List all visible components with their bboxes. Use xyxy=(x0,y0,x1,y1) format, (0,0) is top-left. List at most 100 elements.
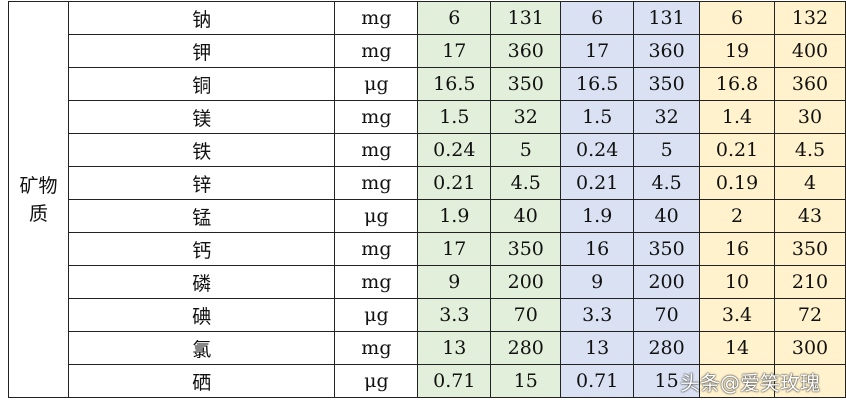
value-cell: 6 xyxy=(417,1,492,35)
value-cell: 0.21 xyxy=(417,166,492,200)
table-row: 钾 mg 17 360 17 360 19 400 xyxy=(9,34,846,68)
value-cell: 350 xyxy=(774,232,846,266)
unit-cell: mg xyxy=(334,166,419,200)
nutrient-name: 硒 xyxy=(67,364,336,398)
value-cell: 0.71 xyxy=(417,364,492,398)
table-row: 锰 μg 1.9 40 1.9 40 2 43 xyxy=(9,199,846,233)
table-row: 矿物质钠 mg 6 131 6 131 6 132 xyxy=(8,1,846,398)
value-cell: 3.3 xyxy=(560,298,635,332)
value-cell: 400 xyxy=(774,34,846,68)
table-row: 铁 mg 0.24 5 0.24 5 0.21 4.5 xyxy=(9,133,846,167)
unit-cell: μg xyxy=(334,364,419,398)
value-cell: 16.5 xyxy=(417,67,492,101)
mineral-nutrition-table: 矿物质钠 mg 6 131 6 131 6 132 钾 mg 17 360 17 360 19 400 铜 μg 1… xyxy=(8,1,846,398)
value-cell: 32 xyxy=(490,100,562,134)
unit-cell: mg xyxy=(334,1,419,35)
value-cell: 3.4 xyxy=(699,298,775,332)
nutrient-name: 铁 xyxy=(67,133,336,167)
value-cell: 360 xyxy=(633,34,701,68)
unit-cell: μg xyxy=(334,67,419,101)
value-cell: 70 xyxy=(633,298,701,332)
value-cell: 131 xyxy=(490,1,562,35)
value-cell: 19 xyxy=(699,34,775,68)
unit-cell: mg xyxy=(334,232,419,266)
value-cell: 16 xyxy=(699,232,775,266)
value-cell: 16.8 xyxy=(699,67,775,101)
table-row: 氯 mg 13 280 13 280 14 300 xyxy=(9,331,846,365)
value-cell: 9 xyxy=(417,265,492,299)
unit-cell: mg xyxy=(334,100,419,134)
value-cell: 280 xyxy=(490,331,562,365)
value-cell: 13 xyxy=(417,331,492,365)
value-cell: 40 xyxy=(490,199,562,233)
unit-cell: μg xyxy=(334,199,419,233)
value-cell: 360 xyxy=(774,67,846,101)
table-row: 碘 μg 3.3 70 3.3 70 3.4 72 xyxy=(9,298,846,332)
nutrient-name: 锌 xyxy=(67,166,336,200)
value-cell: 0.24 xyxy=(560,133,635,167)
nutrient-name: 磷 xyxy=(67,265,336,299)
table-row: 磷 mg 9 200 9 200 10 210 xyxy=(9,265,846,299)
value-cell: 17 xyxy=(417,34,492,68)
unit-cell: mg xyxy=(334,331,419,365)
value-cell: 0.21 xyxy=(560,166,635,200)
value-cell: 4.5 xyxy=(633,166,701,200)
value-cell: 40 xyxy=(633,199,701,233)
value-cell: 6 xyxy=(560,1,635,35)
value-cell: 16 xyxy=(560,232,635,266)
nutrient-name: 锰 xyxy=(67,199,336,233)
value-cell: 300 xyxy=(774,331,846,365)
nutrient-name: 碘 xyxy=(67,298,336,332)
value-cell: 200 xyxy=(490,265,562,299)
table-row: 锌 mg 0.21 4.5 0.21 4.5 0.19 4 xyxy=(9,166,846,200)
value-cell: 4.5 xyxy=(490,166,562,200)
value-cell: 17 xyxy=(417,232,492,266)
table-row: 硒 μg 0.71 15 0.71 15 xyxy=(9,364,846,398)
table-row: 钙 mg 17 350 16 350 16 350 xyxy=(9,232,846,266)
value-cell: 43 xyxy=(774,199,846,233)
value-cell: 5 xyxy=(633,133,701,167)
nutrient-name: 钠 xyxy=(67,1,336,35)
value-cell: 5 xyxy=(490,133,562,167)
value-cell: 14 xyxy=(699,331,775,365)
value-cell: 10 xyxy=(699,265,775,299)
value-cell: 280 xyxy=(633,331,701,365)
value-cell: 2 xyxy=(699,199,775,233)
value-cell: 0.24 xyxy=(417,133,492,167)
value-cell: 4 xyxy=(774,166,846,200)
value-cell: 13 xyxy=(560,331,635,365)
value-cell: 4.5 xyxy=(774,133,846,167)
nutrient-name: 镁 xyxy=(67,100,336,134)
value-cell: 32 xyxy=(633,100,701,134)
nutrient-name: 钙 xyxy=(67,232,336,266)
value-cell: 1.5 xyxy=(417,100,492,134)
value-cell xyxy=(699,364,775,398)
category-cell: 矿物质 xyxy=(8,1,69,398)
value-cell: 350 xyxy=(490,67,562,101)
value-cell: 200 xyxy=(633,265,701,299)
value-cell: 15 xyxy=(633,364,701,398)
value-cell: 0.19 xyxy=(699,166,775,200)
value-cell: 0.21 xyxy=(699,133,775,167)
watermark: 头条@爱笑玫瑰 xyxy=(680,371,820,395)
value-cell: 360 xyxy=(490,34,562,68)
value-cell: 30 xyxy=(774,100,846,134)
value-cell: 350 xyxy=(633,67,701,101)
value-cell: 350 xyxy=(633,232,701,266)
value-cell: 72 xyxy=(774,298,846,332)
nutrient-name: 氯 xyxy=(67,331,336,365)
unit-cell: mg xyxy=(334,265,419,299)
table-row: 镁 mg 1.5 32 1.5 32 1.4 30 xyxy=(9,100,846,134)
value-cell: 132 xyxy=(774,1,846,35)
value-cell: 16.5 xyxy=(560,67,635,101)
nutrient-name: 铜 xyxy=(67,67,336,101)
value-cell: 17 xyxy=(560,34,635,68)
value-cell: 210 xyxy=(774,265,846,299)
value-cell: 9 xyxy=(560,265,635,299)
value-cell: 15 xyxy=(490,364,562,398)
value-cell: 0.71 xyxy=(560,364,635,398)
value-cell: 1.9 xyxy=(560,199,635,233)
value-cell: 350 xyxy=(490,232,562,266)
table-row: 铜 μg 16.5 350 16.5 350 16.8 360 xyxy=(9,67,846,101)
nutrient-name: 钾 xyxy=(67,34,336,68)
